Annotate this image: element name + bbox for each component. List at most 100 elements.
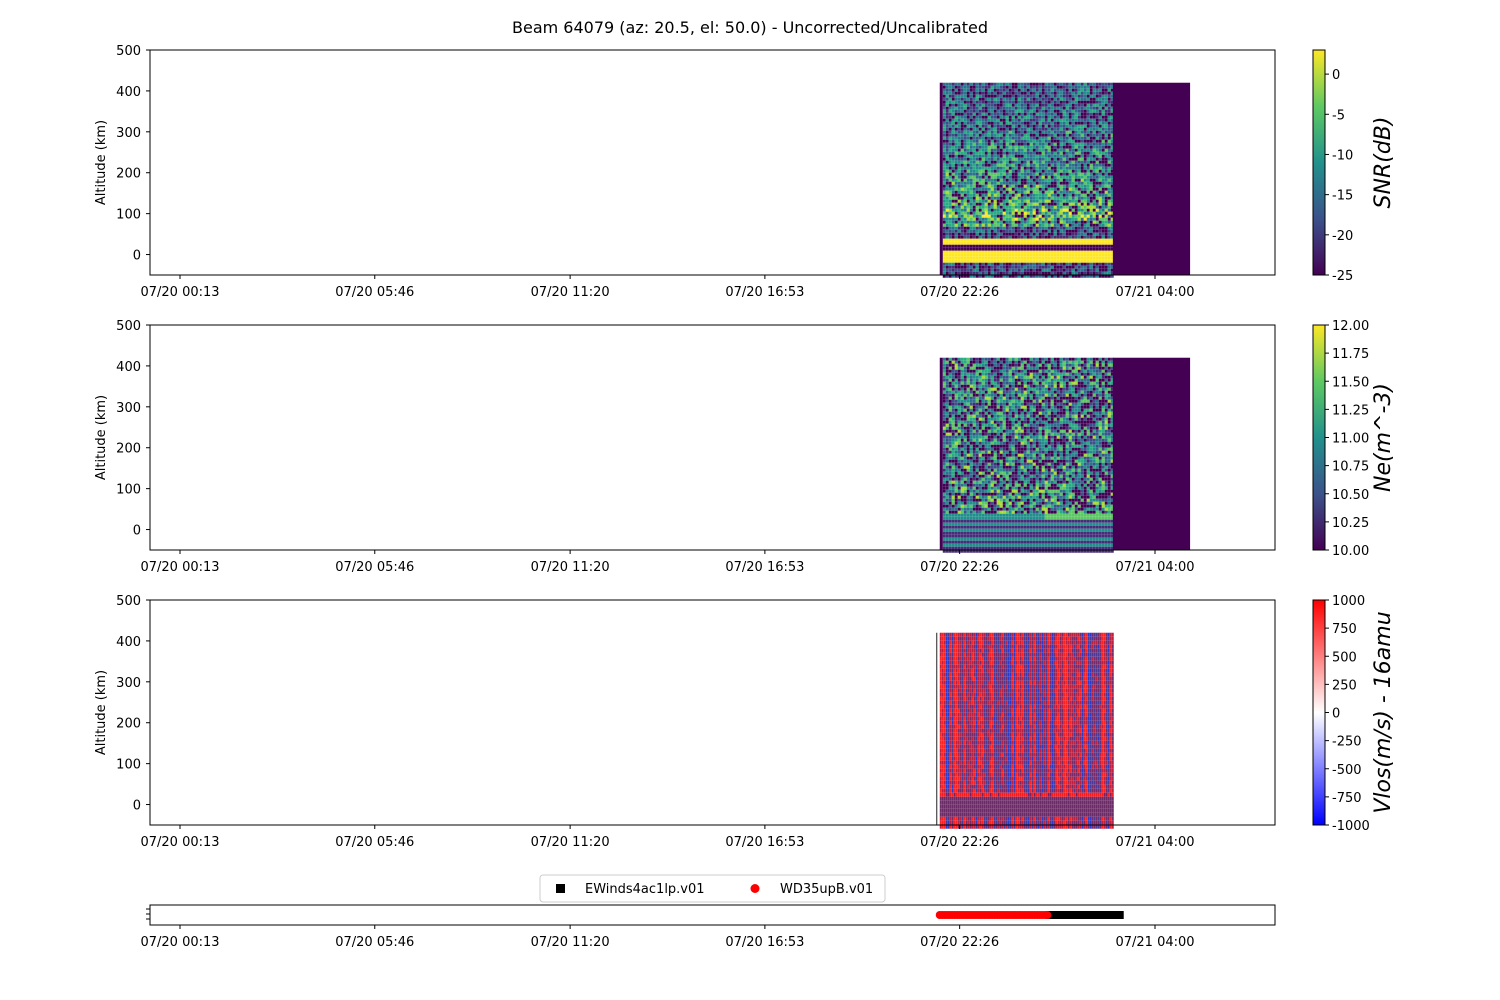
heatmap-cell: [1056, 88, 1060, 92]
heatmap-cell: [1074, 136, 1078, 140]
heatmap-cell: [1077, 417, 1081, 421]
heatmap-cell: [1038, 381, 1042, 385]
heatmap-cell: [999, 223, 1003, 227]
heatmap-cell: [1071, 393, 1075, 397]
heatmap-cell: [975, 259, 979, 263]
heatmap-cell: [1071, 396, 1075, 400]
heatmap-cell: [1053, 375, 1057, 379]
heatmap-cell: [981, 139, 985, 143]
heatmap-cell: [1104, 357, 1108, 361]
heatmap-cell: [978, 226, 982, 230]
heatmap-cell: [1017, 196, 1021, 200]
heatmap-cell: [981, 417, 985, 421]
heatmap-cell: [1005, 82, 1009, 86]
heatmap-cell: [951, 133, 955, 137]
heatmap-cell: [954, 223, 958, 227]
heatmap-cell: [987, 238, 991, 242]
heatmap-cell: [1065, 417, 1069, 421]
heatmap-cell: [1026, 103, 1030, 107]
heatmap-cell: [966, 405, 970, 409]
heatmap-cell: [990, 393, 994, 397]
heatmap-cell: [1011, 390, 1015, 394]
heatmap-cell: [1110, 405, 1114, 409]
heatmap-cell: [1074, 405, 1078, 409]
heatmap-cell: [1002, 166, 1006, 170]
heatmap-cell: [1104, 175, 1108, 179]
heatmap-cell: [978, 220, 982, 224]
heatmap-cell: [1083, 211, 1087, 215]
heatmap-cell: [993, 106, 997, 110]
heatmap-cell: [984, 411, 988, 415]
heatmap-cell: [972, 205, 976, 209]
heatmap-cell: [1005, 175, 1009, 179]
heatmap-cell: [1011, 97, 1015, 101]
heatmap-cell: [993, 420, 997, 424]
heatmap-cell: [1032, 229, 1036, 233]
heatmap-cell: [1092, 130, 1096, 134]
heatmap-cell: [1074, 118, 1078, 122]
heatmap-cell: [984, 172, 988, 176]
heatmap-cell: [1095, 366, 1099, 370]
heatmap-cell: [1011, 357, 1015, 361]
heatmap-cell: [963, 106, 967, 110]
heatmap-cell: [951, 196, 955, 200]
heatmap-cell: [1011, 148, 1015, 152]
heatmap-cell: [1062, 85, 1066, 89]
heatmap-cell: [984, 184, 988, 188]
heatmap-cell: [972, 250, 976, 254]
heatmap-cell: [1005, 262, 1009, 266]
heatmap-cell: [996, 375, 1000, 379]
heatmap-cell: [981, 244, 985, 248]
heatmap-cell: [1050, 169, 1054, 173]
heatmap-cell: [1053, 151, 1057, 155]
heatmap-cell: [1005, 390, 1009, 394]
heatmap-cell: [996, 250, 1000, 254]
heatmap-cell: [966, 154, 970, 158]
heatmap-cell: [1077, 166, 1081, 170]
heatmap-cell: [1065, 241, 1069, 245]
heatmap-cell: [1029, 109, 1033, 113]
heatmap-cell: [978, 133, 982, 137]
heatmap-cell: [1101, 178, 1105, 182]
heatmap-cell: [1020, 247, 1024, 251]
heatmap-cell: [1068, 202, 1072, 206]
heatmap-cell: [1002, 390, 1006, 394]
heatmap-cell: [987, 381, 991, 385]
heatmap-cell: [993, 181, 997, 185]
heatmap-cell: [978, 148, 982, 152]
heatmap-cell: [1041, 121, 1045, 125]
heatmap-cell: [1035, 411, 1039, 415]
heatmap-cell: [1083, 396, 1087, 400]
heatmap-cell: [1068, 250, 1072, 254]
heatmap-cell: [954, 124, 958, 128]
heatmap-cell: [1020, 196, 1024, 200]
heatmap-cell: [954, 106, 958, 110]
heatmap-cell: [1005, 145, 1009, 149]
heatmap-cell: [987, 82, 991, 86]
heatmap-cell: [1104, 139, 1108, 143]
heatmap-cell: [1035, 193, 1039, 197]
heatmap-cell: [984, 142, 988, 146]
heatmap-cell: [963, 372, 967, 376]
heatmap-cell: [1068, 187, 1072, 191]
heatmap-cell: [1098, 378, 1102, 382]
heatmap-cell: [1098, 106, 1102, 110]
heatmap-cell: [1104, 405, 1108, 409]
heatmap-cell: [948, 411, 952, 415]
heatmap-cell: [1044, 175, 1048, 179]
heatmap-cell: [1026, 241, 1030, 245]
heatmap-cell: [945, 265, 949, 269]
heatmap-cell: [975, 115, 979, 119]
heatmap-cell: [1041, 408, 1045, 412]
heatmap-cell: [951, 387, 955, 391]
heatmap-cell: [1038, 372, 1042, 376]
heatmap-cell: [987, 205, 991, 209]
heatmap-cell: [954, 85, 958, 89]
heatmap-cell: [1035, 154, 1039, 158]
heatmap-cell: [1050, 106, 1054, 110]
heatmap-cell: [942, 112, 946, 116]
heatmap-cell: [954, 390, 958, 394]
heatmap-cell: [1077, 372, 1081, 376]
colorbar-tick-label: -10: [1332, 148, 1353, 163]
heatmap-cell: [999, 244, 1003, 248]
